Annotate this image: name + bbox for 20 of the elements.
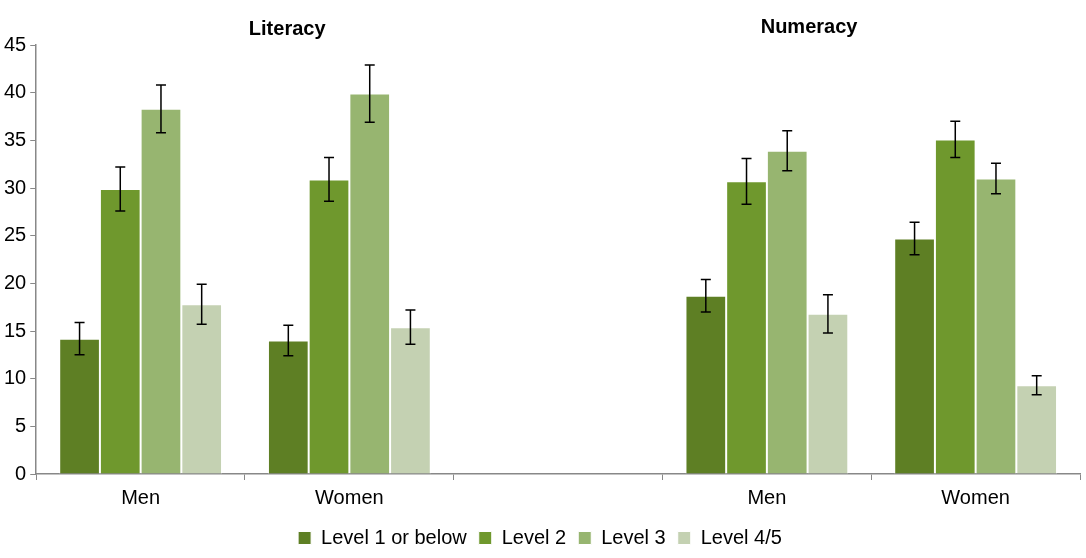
y-tick-label: 25 (4, 223, 27, 246)
y-tick-label: 40 (4, 80, 27, 103)
y-tick-label: 0 (15, 461, 27, 484)
text: Literacy (248, 16, 327, 39)
x-tick-label: Women (315, 485, 384, 508)
legend-label: Level 2 (501, 525, 567, 548)
y-tick-label: 45 (4, 32, 27, 55)
y-tick-label: 10 (4, 366, 27, 389)
legend-label: Level 3 (601, 525, 666, 548)
y-tick-label: 15 (4, 318, 27, 341)
x-tick-label: Men (121, 485, 161, 508)
y-tick-label: 5 (15, 413, 27, 436)
x-tick-label: Men (747, 485, 787, 508)
y-tick-label: 30 (4, 175, 27, 198)
x-tick-label: Women (941, 485, 1010, 508)
y-tick-label: 20 (4, 270, 27, 293)
legend-label: Level 1 or below (321, 525, 468, 548)
text: Numeracy (760, 14, 859, 37)
legend-label: Level 4/5 (700, 525, 782, 548)
y-tick-label: 35 (4, 127, 27, 150)
